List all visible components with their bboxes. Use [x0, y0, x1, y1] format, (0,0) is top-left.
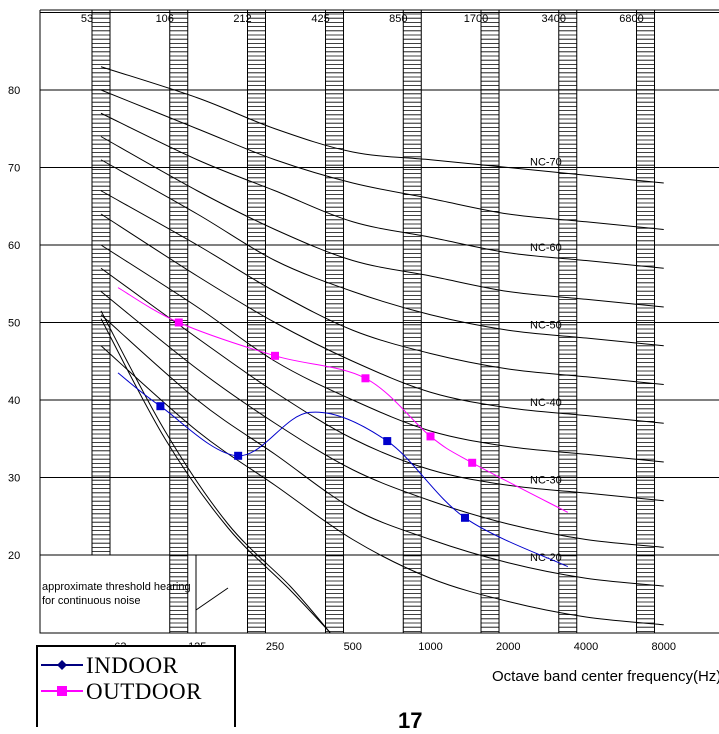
band-edge-label: 212 [233, 13, 251, 25]
nc-curve-label: NC-40 [530, 397, 562, 409]
band-edge-label: 1700 [464, 13, 488, 25]
x-tick-label: 250 [266, 641, 284, 653]
threshold-curve [100, 318, 331, 633]
data-point-indoor [234, 451, 243, 460]
data-point-indoor [460, 513, 469, 522]
threshold-curve [100, 310, 331, 633]
page-number: 17 [398, 708, 423, 733]
threshold-pointer [195, 587, 229, 611]
legend-label-indoor: INDOOR [86, 653, 179, 678]
band-edge-label: 425 [311, 13, 329, 25]
data-point-outdoor [174, 318, 183, 327]
band-edge-column: 6800 [619, 10, 656, 633]
x-tick-label: 8000 [652, 641, 676, 653]
x-tick-label: 1000 [418, 641, 442, 653]
nc-curve-label: NC-60 [530, 242, 562, 254]
y-tick-label: 40 [8, 395, 20, 407]
x-tick-label: 500 [344, 641, 362, 653]
series-line-indoor [117, 372, 568, 568]
band-edge-column: 1700 [464, 10, 500, 633]
y-tick-label: 70 [8, 163, 20, 175]
x-axis-title: Octave band center frequency(Hz) [492, 668, 719, 685]
threshold-note-line-2: for continuous noise [42, 595, 141, 607]
band-edge-label: 850 [389, 13, 407, 25]
x-tick-label: 2000 [496, 641, 520, 653]
data-point-outdoor [270, 351, 279, 360]
nc-curve [100, 89, 664, 230]
nc-curve [100, 136, 664, 308]
data-point-indoor [383, 437, 392, 446]
plot-frame [39, 9, 719, 634]
band-edge-label: 3400 [542, 13, 566, 25]
y-tick-label: 50 [8, 318, 20, 330]
nc-curve [100, 159, 664, 347]
band-edge-label: 53 [81, 13, 93, 25]
legend-item-indoor: INDOOR [38, 651, 234, 679]
nc-curve-label: NC-30 [530, 474, 562, 486]
nc-curve [100, 345, 664, 626]
legend-label-outdoor: OUTDOOR [86, 679, 202, 704]
band-edge-label: 106 [156, 13, 174, 25]
y-tick-label: 60 [8, 240, 20, 252]
threshold-note: approximate threshold hearing for contin… [42, 580, 191, 608]
band-edge-column: 53 [81, 10, 111, 555]
data-point-outdoor [468, 458, 477, 467]
nc-curve-label: NC-50 [530, 319, 562, 331]
band-edge-column: 212 [233, 10, 266, 633]
y-tick-label: 30 [8, 473, 20, 485]
legend-item-outdoor: OUTDOOR [38, 677, 234, 705]
nc-curve [100, 291, 664, 548]
band-edge-column: 850 [389, 10, 422, 633]
indoor-legend-marker-icon [41, 660, 83, 670]
band-edge-column: 425 [311, 10, 345, 633]
threshold-note-line-1: approximate threshold hearing [42, 581, 191, 593]
nc-curve [100, 267, 664, 502]
data-point-outdoor [426, 432, 435, 441]
nc-curve [100, 314, 664, 587]
nc-curve [100, 66, 664, 184]
nc-curve [100, 112, 664, 269]
y-tick-label: 80 [8, 85, 20, 97]
band-edge-label: 6800 [619, 13, 643, 25]
chart-legend: INDOOR OUTDOOR [36, 645, 236, 727]
y-tick-label: 20 [8, 550, 20, 562]
data-point-indoor [156, 402, 165, 411]
band-edge-column: 3400 [542, 10, 578, 633]
nc-curve-chart: 53 106 212 425 850 1700 3400 6800 20 30 40 50 60 70 80… [8, 9, 719, 653]
band-edge-column: 106 [156, 10, 189, 633]
nc-curve-label: NC-70 [530, 157, 562, 169]
nc-curve [100, 190, 664, 385]
x-tick-label: 4000 [574, 641, 598, 653]
nc-curve [100, 244, 664, 463]
nc-curve [100, 213, 664, 424]
outdoor-legend-marker-icon [41, 686, 83, 696]
data-point-outdoor [361, 374, 370, 383]
